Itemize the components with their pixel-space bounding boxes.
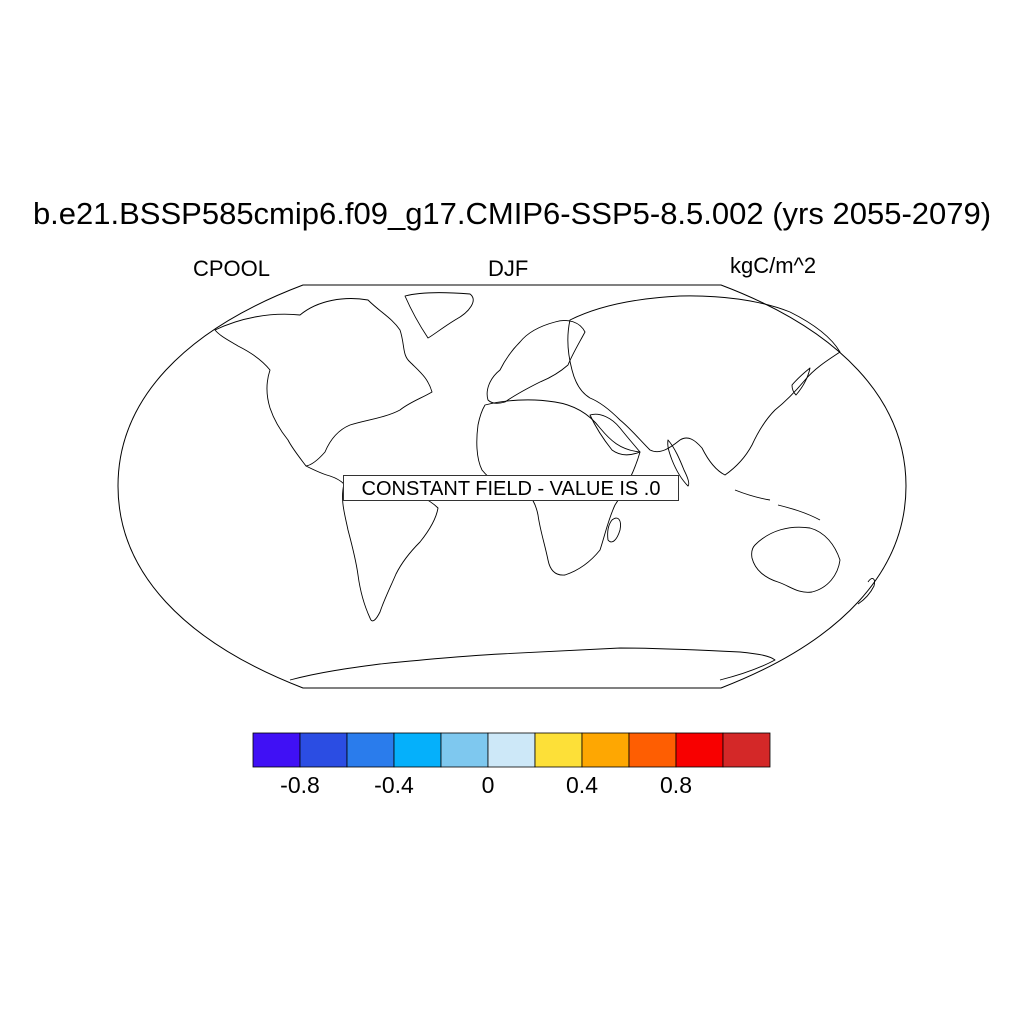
units-label: kgC/m^2 — [730, 253, 817, 278]
madagascar-coastline — [607, 517, 621, 543]
europe-coastline — [486, 320, 586, 404]
colorbar-tick-label: 0.8 — [660, 772, 692, 798]
asia-coastline — [567, 295, 841, 476]
colorbar-box-10 — [722, 732, 771, 768]
indonesia-coastline — [734, 489, 821, 521]
colorbar-tick-label: -0.4 — [374, 772, 414, 798]
greenland-coastline — [404, 292, 474, 339]
plot-title: b.e21.BSSP585cmip6.f09_g17.CMIP6-SSP5-8.… — [32, 196, 992, 231]
colorbar-box-4 — [440, 732, 489, 768]
colorbar-box-3 — [393, 732, 442, 768]
colorbar-box-2 — [346, 732, 395, 768]
colorbar-box-1 — [299, 732, 348, 768]
colorbar-tick-label: 0.4 — [566, 772, 598, 798]
constant-field-notice: CONSTANT FIELD - VALUE IS .0 — [343, 475, 679, 501]
arabia-coastline — [589, 413, 641, 456]
colorbar-box-6 — [534, 732, 583, 768]
north-america-coastline — [214, 298, 433, 467]
colorbar — [252, 732, 771, 768]
colorbar-box-0 — [252, 732, 301, 768]
india-coastline — [667, 439, 690, 487]
colorbar-tick-label: 0 — [481, 772, 495, 798]
season-label: DJF — [488, 256, 529, 281]
colorbar-tick-label: -0.8 — [280, 772, 320, 798]
australia-coastline — [751, 526, 841, 593]
colorbar-box-7 — [581, 732, 630, 768]
new-zealand-coastline — [857, 578, 875, 605]
central-america-coastline — [305, 465, 345, 485]
colorbar-box-8 — [628, 732, 677, 768]
africa-coastline — [476, 399, 641, 576]
colorbar-box-9 — [675, 732, 724, 768]
colorbar-box-5 — [487, 732, 536, 768]
map-frame — [117, 284, 907, 689]
japan-coastline — [791, 367, 811, 396]
variable-label: CPOOL — [193, 256, 271, 281]
antarctica-coastline — [289, 647, 776, 681]
